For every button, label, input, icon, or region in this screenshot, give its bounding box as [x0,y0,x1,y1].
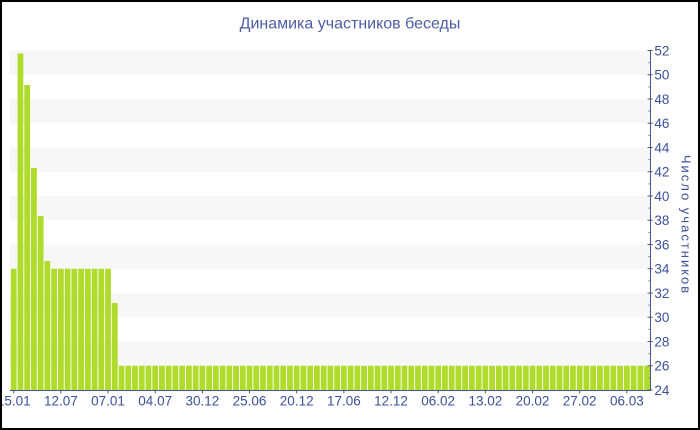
svg-text:27.02: 27.02 [563,394,597,409]
svg-text:12.07: 12.07 [44,394,78,409]
svg-text:34: 34 [654,262,670,277]
svg-text:44: 44 [654,140,670,155]
svg-text:12.12: 12.12 [374,394,408,409]
svg-text:20.12: 20.12 [280,394,314,409]
svg-text:26: 26 [654,359,669,374]
svg-text:30: 30 [654,310,669,325]
svg-text:06.02: 06.02 [421,394,455,409]
svg-text:25.06: 25.06 [233,394,267,409]
svg-text:17.06: 17.06 [327,394,361,409]
svg-text:30.12: 30.12 [185,394,219,409]
svg-text:28: 28 [654,334,669,349]
svg-text:48: 48 [654,92,669,107]
svg-text:06.03: 06.03 [610,394,644,409]
svg-text:50: 50 [654,68,669,83]
svg-text:42: 42 [654,165,669,180]
svg-text:13.02: 13.02 [468,394,502,409]
svg-text:38: 38 [654,213,669,228]
svg-text:Число участников: Число участников [679,155,694,295]
svg-text:04.07: 04.07 [138,394,172,409]
svg-text:32: 32 [654,286,669,301]
svg-text:24: 24 [654,383,670,398]
svg-text:52: 52 [654,43,669,58]
svg-text:36: 36 [654,237,669,252]
svg-text:Динамика участников беседы: Динамика участников беседы [240,16,461,33]
svg-text:46: 46 [654,116,669,131]
svg-text:40: 40 [654,189,669,204]
svg-text:07.01: 07.01 [91,394,125,409]
svg-text:20.02: 20.02 [516,394,550,409]
svg-text:15.01: 15.01 [0,394,31,409]
